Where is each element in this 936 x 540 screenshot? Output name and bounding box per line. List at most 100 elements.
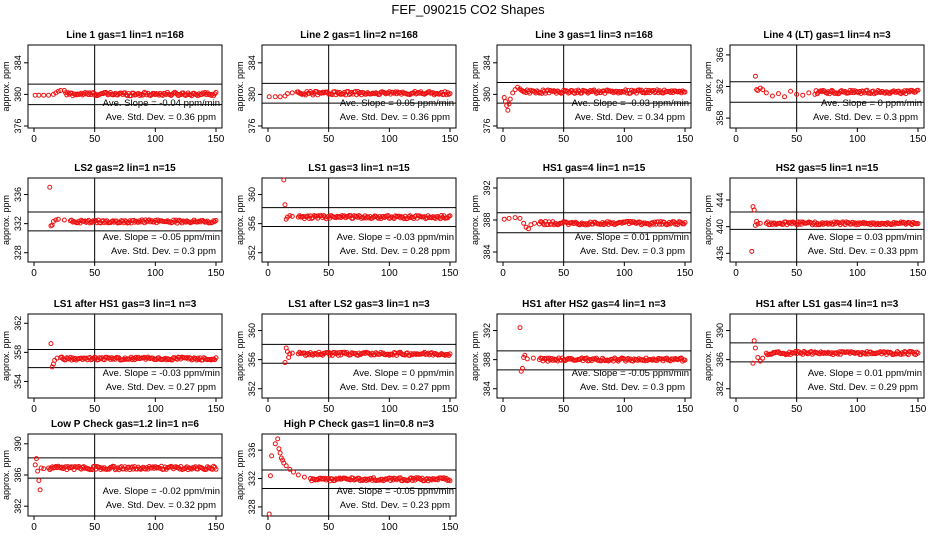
slope-annotation: Ave. Slope = 0.03 ppm/min <box>808 232 922 243</box>
y-tick-label: 360 <box>247 187 257 202</box>
stddev-annotation: Ave. Std. Dev. = 0.36 ppm <box>340 112 450 123</box>
x-tick-label: 0 <box>733 404 739 415</box>
x-tick-label: 0 <box>500 268 506 279</box>
x-tick-label: 0 <box>31 134 37 145</box>
data-point <box>682 219 688 225</box>
data-point <box>828 89 834 94</box>
data-point <box>178 464 184 470</box>
data-point <box>519 365 525 371</box>
y-tick-label: 386 <box>13 467 23 482</box>
data-point <box>530 355 536 361</box>
y-tick-label: 358 <box>715 111 725 126</box>
data-point <box>41 466 47 472</box>
data-point <box>863 351 869 357</box>
stddev-annotation: Ave. Std. Dev. = 0.33 ppm <box>808 246 918 257</box>
data-point <box>551 356 557 362</box>
data-point <box>755 354 761 360</box>
chart-title: LS1 after HS1 gas=3 lin=1 n=3 <box>54 299 197 310</box>
data-point <box>447 213 453 219</box>
plot-frame <box>261 313 457 399</box>
y-axis-label: approx. ppm <box>1 450 11 500</box>
plot-frame <box>729 177 925 263</box>
chart-panel-9: LS1 after HS1 gas=3 lin=1 n=3 0 50 100 150 35… <box>1 299 225 415</box>
x-tick-label: 50 <box>558 134 570 145</box>
x-tick-label: 0 <box>31 404 37 415</box>
x-tick-label: 0 <box>500 134 506 145</box>
data-point <box>287 213 293 219</box>
y-tick-label: 332 <box>247 471 257 486</box>
data-point <box>754 218 760 224</box>
x-tick-label: 150 <box>910 134 927 145</box>
plot-frame <box>729 313 925 399</box>
data-point <box>519 88 525 94</box>
data-point <box>757 358 763 364</box>
chart-panel-11: HS1 after HS2 gas=4 lin=1 n=3 0 50 100 150 38… <box>470 299 694 415</box>
y-tick-label: 358 <box>13 345 23 360</box>
x-tick-label: 100 <box>147 268 164 279</box>
y-tick-label: 356 <box>247 216 257 231</box>
data-point <box>378 349 384 355</box>
x-tick-label: 150 <box>677 134 694 145</box>
data-point <box>282 202 288 208</box>
y-axis-label: approx. ppm <box>703 61 713 111</box>
data-point <box>447 478 453 484</box>
y-axis-label: approx. ppm <box>1 195 11 245</box>
chart-panel-3: Line 3 gas=1 lin=3 n=168 0 50 100 150 376 380 3… <box>470 30 694 145</box>
x-tick-label: 100 <box>147 404 164 415</box>
plot-frame <box>496 44 692 129</box>
chart-panel-10: LS1 after LS2 gas=3 lin=1 n=3 0 50 100 150 35… <box>235 299 459 415</box>
data-point <box>47 184 53 190</box>
x-tick-label: 50 <box>791 268 803 279</box>
x-tick-label: 50 <box>89 404 101 415</box>
chart-title: HS1 gas=4 lin=1 n=15 <box>543 163 646 174</box>
stddev-annotation: Ave. Std. Dev. = 0.27 ppm <box>340 382 450 393</box>
chart-title: LS1 after LS2 gas=3 lin=1 n=3 <box>288 299 430 310</box>
data-point <box>517 215 523 221</box>
x-tick-label: 150 <box>442 134 459 145</box>
data-point <box>763 90 769 96</box>
chart-title: Line 2 gas=1 lin=2 n=168 <box>300 30 418 41</box>
x-tick-label: 50 <box>89 268 101 279</box>
data-point <box>33 456 39 462</box>
data-point <box>412 477 418 483</box>
chart-title: HS1 after HS2 gas=4 lin=1 n=3 <box>522 299 666 310</box>
data-point <box>675 222 681 228</box>
data-point <box>272 94 278 100</box>
data-point <box>501 95 507 101</box>
x-tick-label: 150 <box>442 522 459 533</box>
data-point <box>301 474 307 480</box>
data-point <box>752 73 758 79</box>
data-point <box>38 465 44 471</box>
data-point <box>141 220 147 226</box>
data-point <box>213 466 219 472</box>
y-tick-label: 380 <box>247 87 257 102</box>
chart-title: Line 3 gas=1 lin=3 n=168 <box>535 30 653 41</box>
chart-title: LS2 gas=2 lin=1 n=15 <box>74 163 176 174</box>
x-tick-label: 150 <box>677 268 694 279</box>
data-point <box>788 88 794 94</box>
data-point <box>518 368 524 374</box>
x-tick-label: 100 <box>381 268 398 279</box>
chart-title: High P Check gas=1 lin=0.8 n=3 <box>284 419 435 430</box>
chart-title: Line 4 (LT) gas=1 lin=4 n=3 <box>763 30 891 41</box>
data-point <box>277 94 283 100</box>
data-point <box>269 453 275 459</box>
x-tick-label: 50 <box>791 134 803 145</box>
data-point <box>276 446 282 452</box>
y-axis-label: approx. ppm <box>703 195 713 245</box>
data-point <box>205 464 211 470</box>
data-point <box>602 90 608 96</box>
data-point <box>343 215 349 221</box>
data-point <box>505 107 511 113</box>
x-tick-label: 100 <box>849 404 866 415</box>
stddev-annotation: Ave. Std. Dev. = 0.3 ppm <box>580 382 685 393</box>
data-point <box>749 248 755 254</box>
chart-panel-12: HS1 after LS1 gas=4 lin=1 n=3 0 50 100 150 38… <box>703 299 927 415</box>
data-point <box>506 101 512 107</box>
x-tick-label: 0 <box>265 404 271 415</box>
x-tick-label: 50 <box>323 268 335 279</box>
data-point <box>282 360 288 366</box>
slope-annotation: Ave. Slope = -0.05 ppm/min <box>337 486 454 497</box>
slope-annotation: Ave. Slope = -0.05 ppm/min <box>572 368 689 379</box>
y-tick-label: 356 <box>247 352 257 367</box>
